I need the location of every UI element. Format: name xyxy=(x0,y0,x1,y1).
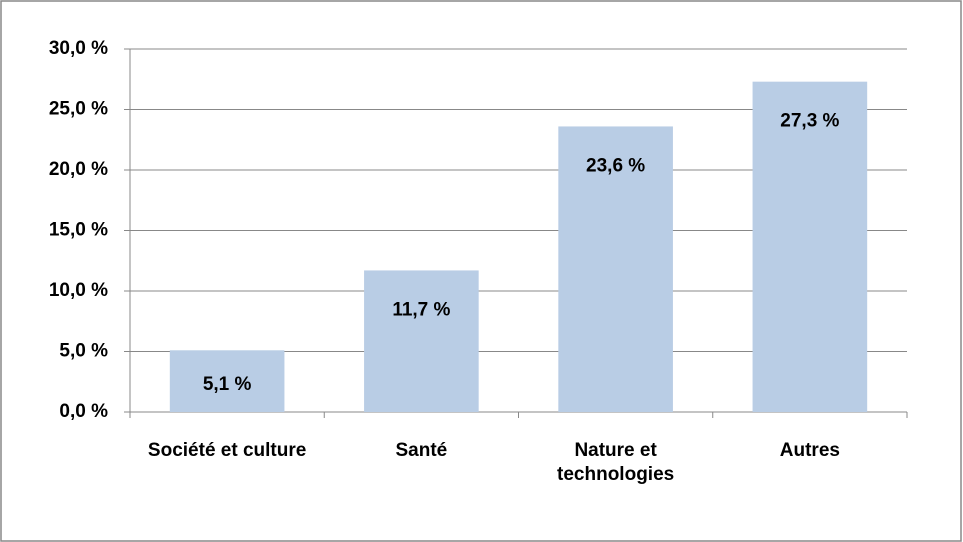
y-tick-label: 25,0 % xyxy=(49,99,108,120)
y-tick-label: 20,0 % xyxy=(49,159,108,180)
y-tick-label: 0,0 % xyxy=(59,401,108,422)
bar xyxy=(752,81,868,413)
x-tick-label: Santé xyxy=(395,440,448,461)
x-tick-label: Société et culture xyxy=(147,440,307,461)
bar xyxy=(169,350,285,412)
y-tick-label: 15,0 % xyxy=(49,220,108,241)
data-label: 5,1 % xyxy=(203,374,252,395)
y-tick-label: 30,0 % xyxy=(49,38,108,59)
data-label: 27,3 % xyxy=(780,111,839,132)
x-tick-label: Autres xyxy=(779,440,840,461)
x-tick-label: Nature et technologies xyxy=(557,440,675,485)
y-tick-label: 10,0 % xyxy=(49,280,108,301)
data-label: 11,7 % xyxy=(392,299,450,320)
y-tick-label: 5,0 % xyxy=(59,341,108,362)
bar xyxy=(364,270,479,412)
bar xyxy=(558,126,673,412)
data-label: 23,6 % xyxy=(586,155,645,176)
